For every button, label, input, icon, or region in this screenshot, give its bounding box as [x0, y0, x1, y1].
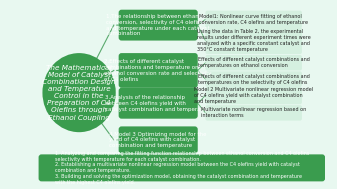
- Text: Model 2 Multivariate nonlinear regression model
of C4 olefins yield with catalys: Model 2 Multivariate nonlinear regressio…: [194, 87, 313, 104]
- FancyBboxPatch shape: [206, 87, 302, 104]
- Text: Using the data in Table 2, the experimental
results under different experiment t: Using the data in Table 2, the experimen…: [197, 29, 311, 52]
- FancyBboxPatch shape: [206, 11, 302, 28]
- Text: Effects of different catalyst combinations and
temperatures on the selectivity o: Effects of different catalyst combinatio…: [198, 74, 310, 84]
- Text: 1. Analyzing and comparing the fitting function relationship between ethanol con: 1. Analyzing and comparing the fitting f…: [55, 151, 309, 185]
- FancyBboxPatch shape: [38, 154, 325, 181]
- Text: Effects of different catalyst combinations and
temperatures on ethanol conversio: Effects of different catalyst combinatio…: [198, 57, 310, 68]
- FancyBboxPatch shape: [206, 27, 302, 54]
- Text: Model1: Nonlinear curve fitting of ethanol
conversion rate, C4 olefins and tempe: Model1: Nonlinear curve fitting of ethan…: [199, 14, 308, 25]
- Ellipse shape: [42, 53, 116, 132]
- Text: 3.Analysis of the relationship
between C4 olefins yield with
catalyst combinatio: 3.Analysis of the relationship between C…: [105, 95, 212, 112]
- FancyBboxPatch shape: [206, 71, 302, 87]
- Text: The Mathematical
Model of Catalyst
Combination Design
and Temperature
Control in: The Mathematical Model of Catalyst Combi…: [42, 65, 116, 121]
- FancyBboxPatch shape: [119, 53, 198, 88]
- Text: Multivariate nonlinear regression based on
interaction terms: Multivariate nonlinear regression based …: [201, 108, 306, 118]
- FancyBboxPatch shape: [206, 55, 302, 70]
- FancyBboxPatch shape: [119, 10, 198, 41]
- Text: 4.Model 3 Optimizing model for the
yield of C4 olefins with catalyst
combination: 4.Model 3 Optimizing model for the yield…: [110, 132, 207, 148]
- FancyBboxPatch shape: [119, 88, 198, 119]
- FancyBboxPatch shape: [119, 126, 198, 153]
- Text: 2.Effects of different catalyst
combinations and temperature on
ethanol conversi: 2.Effects of different catalyst combinat…: [104, 59, 212, 82]
- Text: 1.The relationship between ethanol
conversion, selectivity of C4 olefins
and tem: 1.The relationship between ethanol conve…: [106, 14, 210, 36]
- FancyBboxPatch shape: [206, 105, 302, 121]
